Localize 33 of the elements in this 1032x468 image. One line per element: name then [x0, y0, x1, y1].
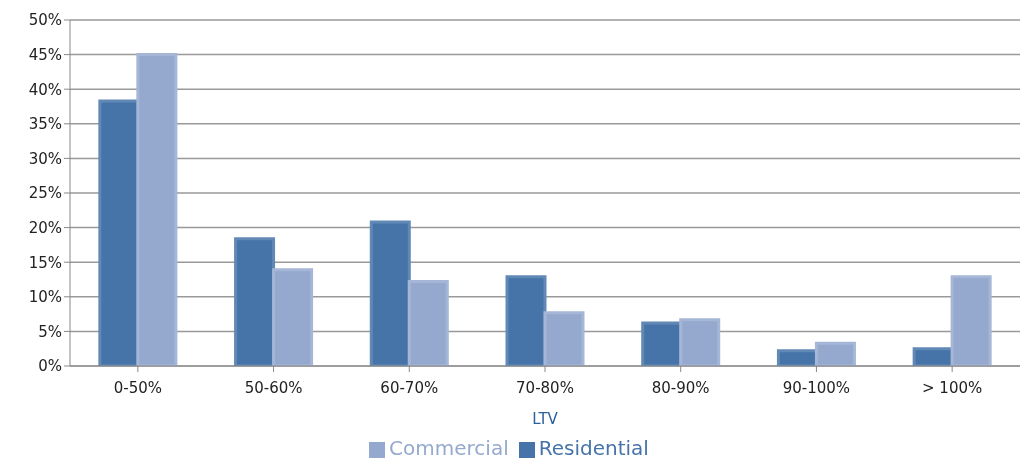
y-tick-label: 5% — [38, 322, 62, 341]
bar — [272, 268, 314, 366]
y-tick-label: 35% — [28, 115, 62, 134]
x-tick-label: 70-80% — [516, 378, 574, 397]
y-tick-label: 10% — [28, 288, 62, 307]
bar — [776, 349, 818, 366]
bar — [543, 311, 585, 366]
bar — [679, 318, 721, 366]
bar — [407, 280, 449, 366]
x-tick-label: 90-100% — [782, 378, 851, 397]
y-tick-label: 25% — [28, 184, 62, 203]
bar — [505, 275, 547, 366]
bar — [369, 220, 411, 366]
bar — [814, 341, 856, 366]
bar — [234, 237, 276, 366]
bar — [912, 347, 954, 366]
legend-label: Residential — [538, 436, 649, 460]
y-tick-label: 20% — [28, 218, 62, 237]
bar — [950, 275, 992, 366]
y-tick-label: 40% — [28, 80, 62, 99]
x-tick-label: 80-90% — [651, 378, 710, 397]
y-tick-label: 15% — [28, 253, 62, 272]
y-tick-label: 30% — [28, 149, 62, 168]
x-axis-title: LTV — [532, 410, 559, 428]
x-tick-label: 60-70% — [380, 378, 439, 397]
y-tick-label: 45% — [28, 45, 62, 64]
x-tick-label: > 100% — [922, 378, 983, 397]
legend-label: Commercial — [389, 436, 509, 460]
y-tick-label: 50% — [28, 11, 62, 30]
x-tick-label: 0-50% — [113, 378, 163, 397]
x-tick-label: 50-60% — [244, 378, 303, 397]
bar — [136, 53, 178, 366]
y-tick-label: 0% — [38, 357, 62, 376]
